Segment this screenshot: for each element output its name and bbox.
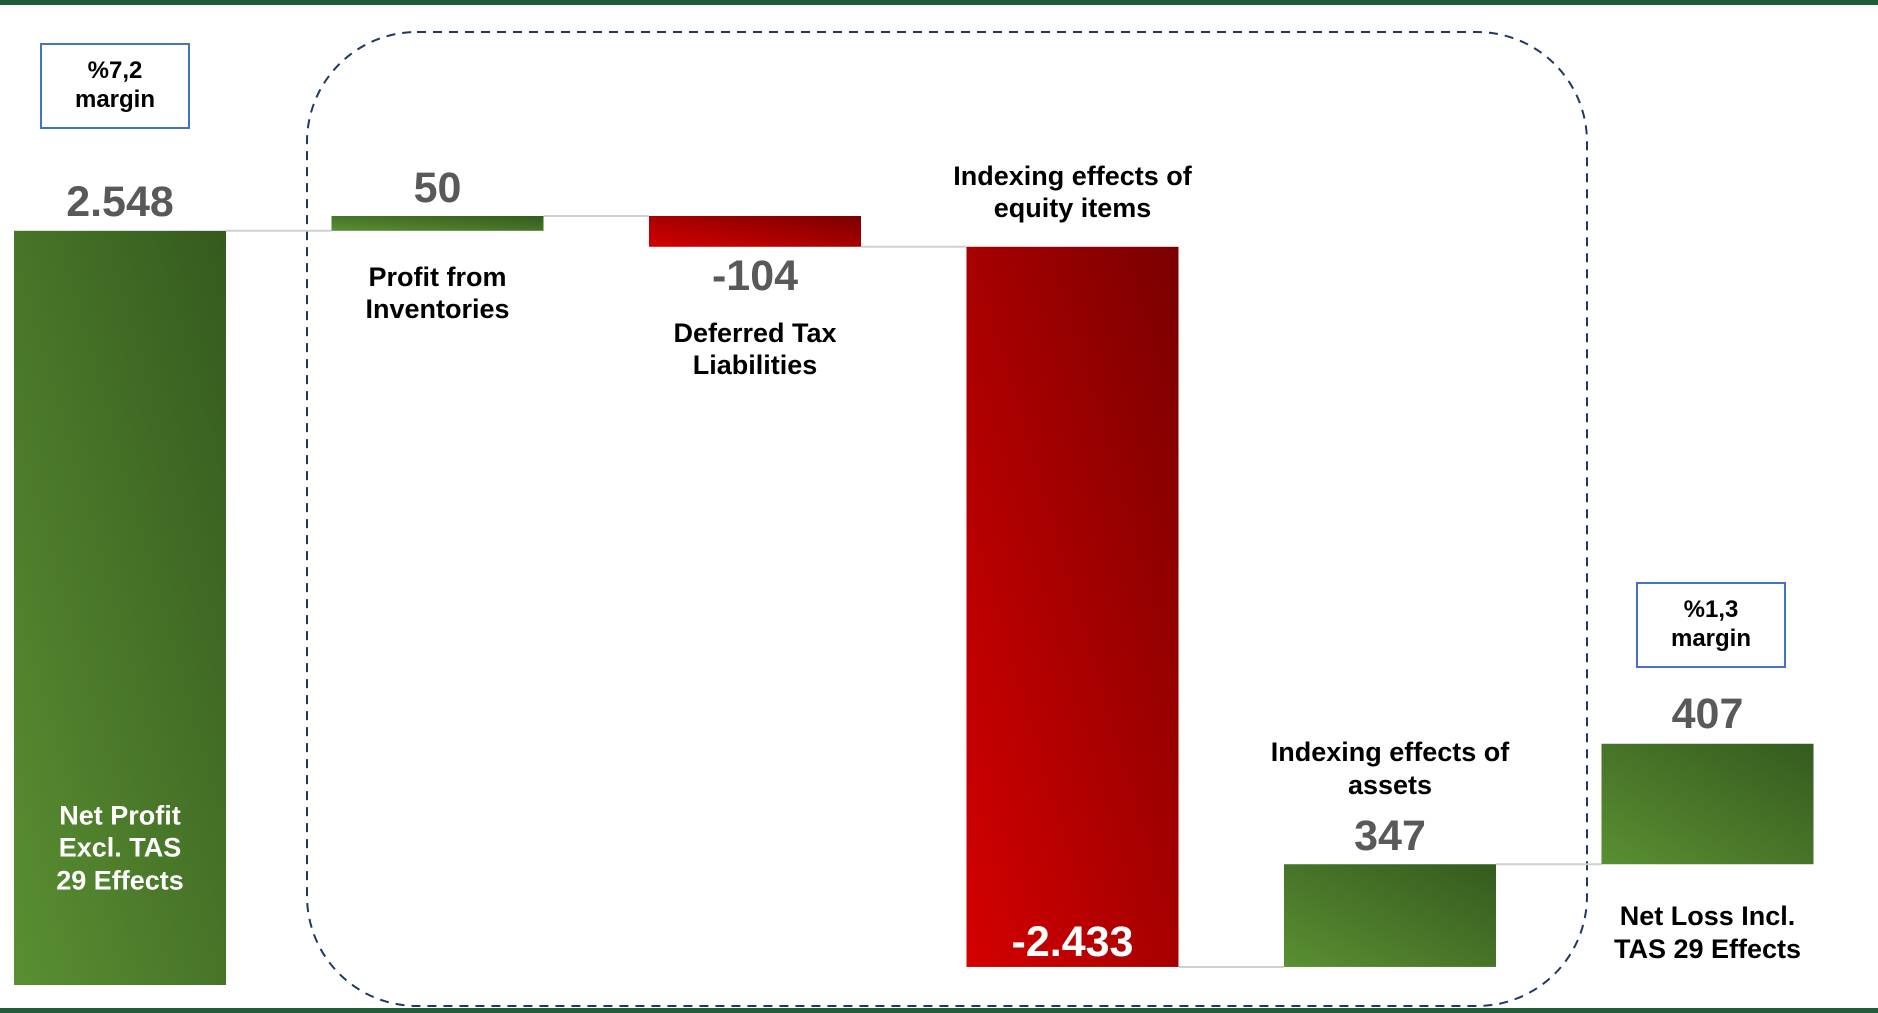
bottom-border	[0, 1008, 1878, 1013]
value-label: -104	[711, 251, 799, 300]
margin-box: %1,3 margin	[1636, 582, 1786, 668]
bar	[331, 216, 544, 231]
value-label: 50	[413, 164, 462, 213]
bar	[1601, 743, 1814, 865]
margin-box: %7,2 margin	[40, 43, 190, 129]
top-border	[0, 0, 1878, 5]
category-label: Deferred Tax Liabilities	[673, 317, 837, 381]
bar	[966, 246, 1179, 967]
category-label: Net Profit Excl. TAS 29 Effects	[56, 800, 184, 896]
bar	[14, 230, 226, 985]
category-label: Profit from Inventories	[365, 261, 510, 325]
value-label: 347	[1354, 812, 1426, 861]
value-label: 407	[1671, 689, 1744, 738]
category-label: Indexing effects of equity items	[953, 161, 1192, 224]
category-label: Indexing effects of assets	[1270, 737, 1510, 800]
value-label: -2.433	[1011, 918, 1134, 967]
category-label: Net Loss Incl. TAS 29 Effects	[1613, 901, 1802, 964]
highlight-frame	[306, 31, 1588, 1007]
bar	[649, 216, 861, 247]
bar	[1284, 864, 1496, 967]
value-label: 2.548	[66, 178, 174, 226]
